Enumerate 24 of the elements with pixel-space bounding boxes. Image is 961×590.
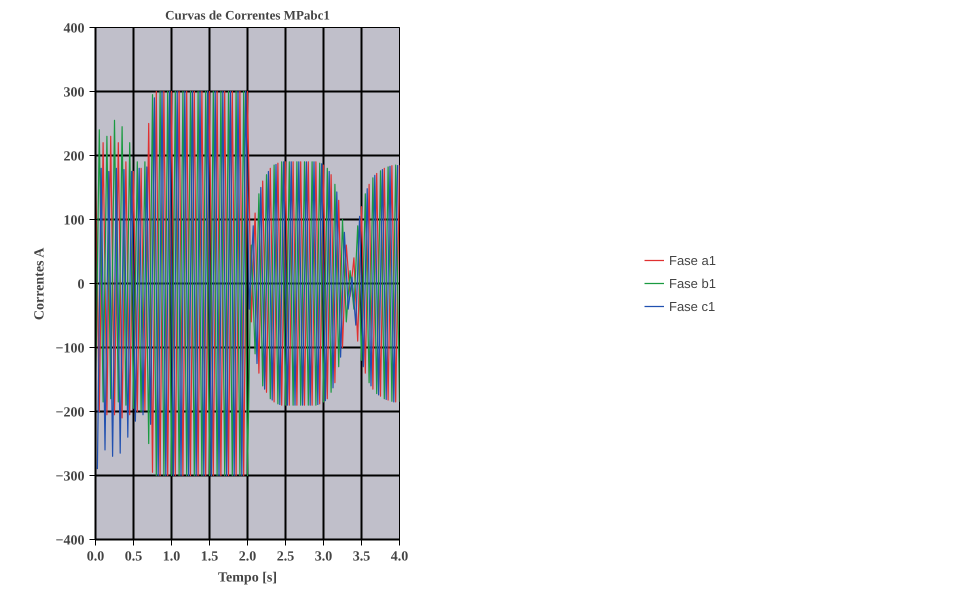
x-axis-title: Tempo [s] bbox=[218, 570, 278, 586]
y-tick-label: 400 bbox=[64, 22, 84, 36]
x-tick-label: 0.5 bbox=[124, 550, 142, 564]
x-tick-label: 2.0 bbox=[238, 550, 256, 564]
y-tick-label: −100 bbox=[56, 342, 85, 356]
y-tick-label: −400 bbox=[56, 534, 85, 548]
y-tick-label: 300 bbox=[64, 86, 84, 100]
x-tick-label: 3.0 bbox=[314, 550, 332, 564]
y-tick-label: 200 bbox=[64, 150, 84, 164]
y-tick-label: −200 bbox=[56, 406, 85, 420]
y-axis-title: Correntes A bbox=[32, 246, 48, 320]
y-tick-label: 100 bbox=[64, 214, 84, 228]
x-tick-label: 0.0 bbox=[86, 550, 104, 564]
chart-title: Curvas de Correntes MPabc1 bbox=[165, 8, 330, 22]
x-tick-label: 2.5 bbox=[276, 550, 294, 564]
x-tick-label: 3.5 bbox=[352, 550, 370, 564]
y-tick-label: 0 bbox=[78, 278, 84, 292]
y-tick-label: −300 bbox=[56, 470, 85, 484]
legend-label: Fase b1 bbox=[669, 276, 716, 290]
x-tick-label: 1.0 bbox=[162, 550, 180, 564]
x-tick-label: 1.5 bbox=[200, 550, 218, 564]
x-tick-label: 4.0 bbox=[390, 550, 408, 564]
legend-label: Fase a1 bbox=[669, 252, 716, 268]
legend-label: Fase c1 bbox=[669, 298, 716, 314]
